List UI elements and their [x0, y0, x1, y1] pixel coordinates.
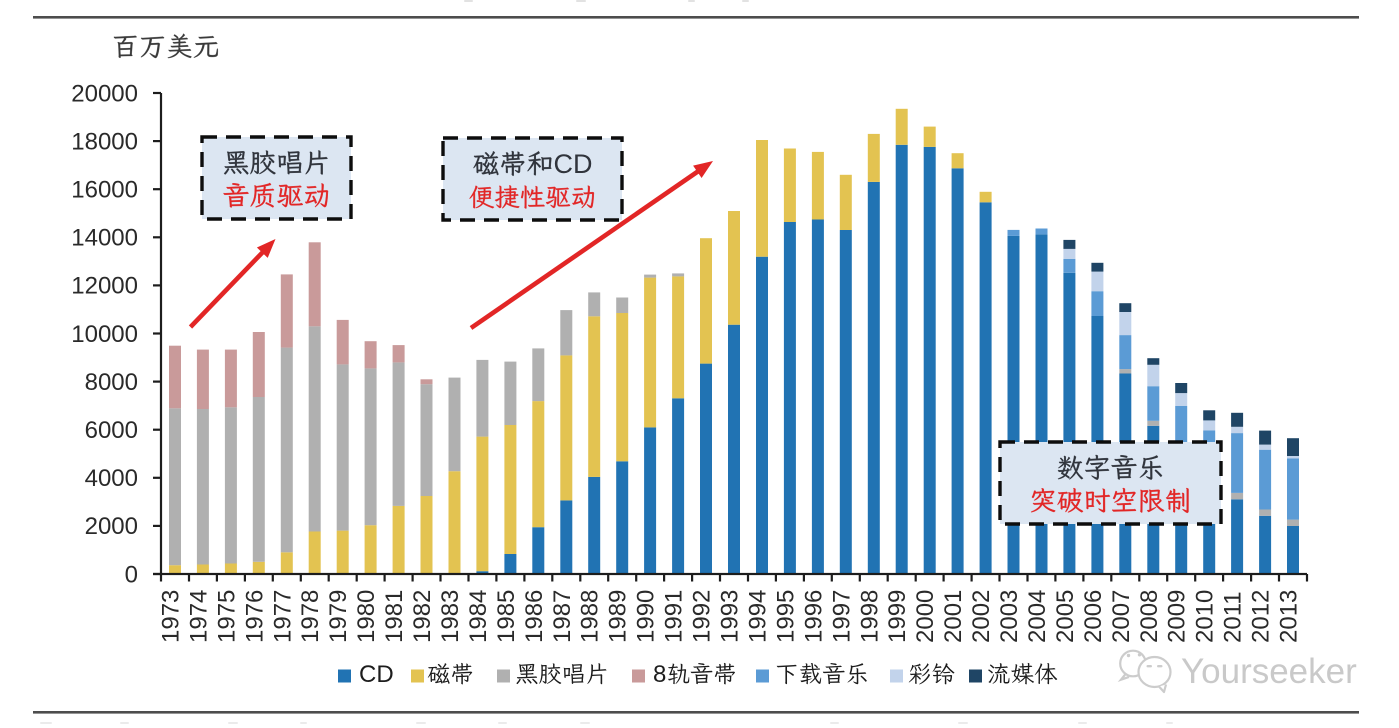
svg-text:1973: 1973: [158, 590, 185, 643]
svg-text:1985: 1985: [493, 590, 520, 643]
svg-text:1980: 1980: [353, 590, 380, 643]
svg-text:2001: 2001: [940, 590, 967, 643]
svg-text:1988: 1988: [577, 590, 604, 643]
svg-text:10000: 10000: [71, 321, 138, 348]
svg-text:2003: 2003: [996, 590, 1023, 643]
svg-text:2002: 2002: [968, 590, 995, 643]
svg-text:1992: 1992: [689, 590, 716, 643]
svg-text:2010: 2010: [1192, 590, 1219, 643]
svg-text:1982: 1982: [409, 590, 436, 643]
svg-text:12000: 12000: [71, 273, 138, 300]
svg-text:1983: 1983: [437, 590, 464, 643]
svg-text:1986: 1986: [521, 590, 548, 643]
svg-text:1990: 1990: [633, 590, 660, 643]
svg-text:16000: 16000: [71, 177, 138, 204]
svg-text:1984: 1984: [465, 590, 492, 643]
svg-text:1997: 1997: [828, 590, 855, 643]
svg-text:1979: 1979: [325, 590, 352, 643]
svg-text:4000: 4000: [85, 465, 138, 492]
svg-text:2008: 2008: [1136, 590, 1163, 643]
svg-text:8: 8: [653, 661, 666, 688]
svg-text:1978: 1978: [297, 590, 324, 643]
svg-text:CD: CD: [359, 661, 394, 688]
svg-text:18000: 18000: [71, 128, 138, 155]
svg-text:1991: 1991: [661, 590, 688, 643]
svg-text:1999: 1999: [884, 590, 911, 643]
svg-text:6000: 6000: [85, 417, 138, 444]
svg-text:1977: 1977: [269, 590, 296, 643]
svg-text:2012: 2012: [1248, 590, 1275, 643]
svg-text:1989: 1989: [605, 590, 632, 643]
svg-text:1994: 1994: [745, 590, 772, 643]
svg-text:0: 0: [125, 561, 138, 588]
svg-text:1974: 1974: [185, 590, 212, 643]
svg-text:14000: 14000: [71, 225, 138, 252]
svg-text:20000: 20000: [71, 80, 138, 107]
svg-text:2006: 2006: [1080, 590, 1107, 643]
svg-text:8000: 8000: [85, 369, 138, 396]
svg-text:2000: 2000: [85, 513, 138, 540]
svg-text:Yourseeker: Yourseeker: [1181, 652, 1357, 691]
svg-text:1981: 1981: [381, 590, 408, 643]
svg-text:1975: 1975: [213, 590, 240, 643]
svg-text:2007: 2007: [1108, 590, 1135, 643]
svg-text:2013: 2013: [1276, 590, 1303, 643]
svg-text:CD: CD: [554, 149, 593, 179]
svg-text:2009: 2009: [1164, 590, 1191, 643]
svg-text:1976: 1976: [241, 590, 268, 643]
svg-text:2000: 2000: [912, 590, 939, 643]
svg-text:1987: 1987: [549, 590, 576, 643]
svg-text:2011: 2011: [1220, 591, 1247, 643]
svg-text:1995: 1995: [772, 590, 799, 643]
svg-text:1998: 1998: [856, 590, 883, 643]
svg-text:1996: 1996: [800, 590, 827, 643]
svg-text:2004: 2004: [1024, 590, 1051, 643]
svg-text:1993: 1993: [717, 590, 744, 643]
svg-text:2005: 2005: [1052, 590, 1079, 643]
